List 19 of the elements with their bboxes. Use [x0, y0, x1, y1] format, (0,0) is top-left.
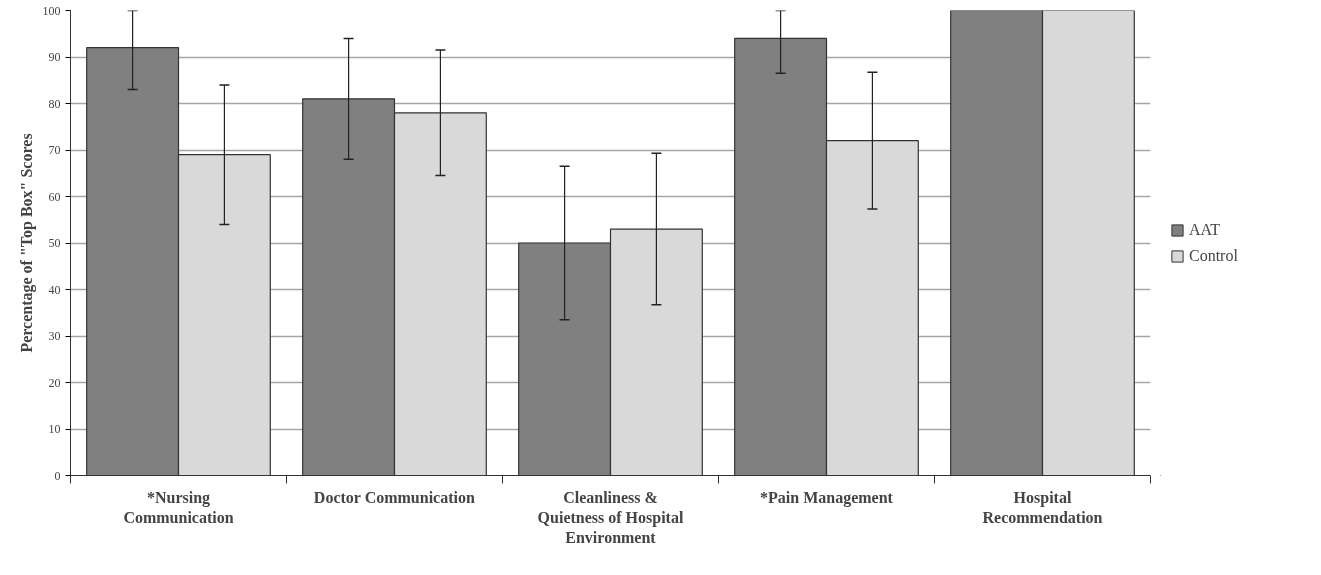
y-axis-title: Percentage of "Top Box" Scores: [17, 133, 36, 353]
legend-label: AAT: [1189, 220, 1221, 239]
y-tick-label: 20: [48, 375, 61, 390]
y-tick-label: 90: [48, 50, 61, 64]
x-tick-label: Doctor Communication: [313, 488, 475, 506]
x-tick-label: *Pain Management: [760, 488, 894, 507]
y-tick-label: 60: [48, 189, 61, 204]
y-tick-label: 70: [48, 143, 61, 157]
y-tick-label: 80: [48, 96, 61, 111]
x-tick-label: *Nursing Communication: [123, 488, 234, 526]
legend-label: Control: [1189, 246, 1238, 265]
x-tick-label: Hospital Recommendation: [982, 488, 1103, 526]
y-tick-label: 50: [48, 236, 61, 250]
x-tick-label: Cleanliness & Quietness of Hospital Environment: [537, 488, 684, 547]
y-tick-label: 0: [54, 468, 61, 483]
y-tick-label: 30: [48, 329, 61, 343]
y-tick-label: 40: [48, 282, 61, 297]
y-tick-label: 10: [48, 422, 61, 436]
y-tick-label: 100: [42, 3, 61, 18]
